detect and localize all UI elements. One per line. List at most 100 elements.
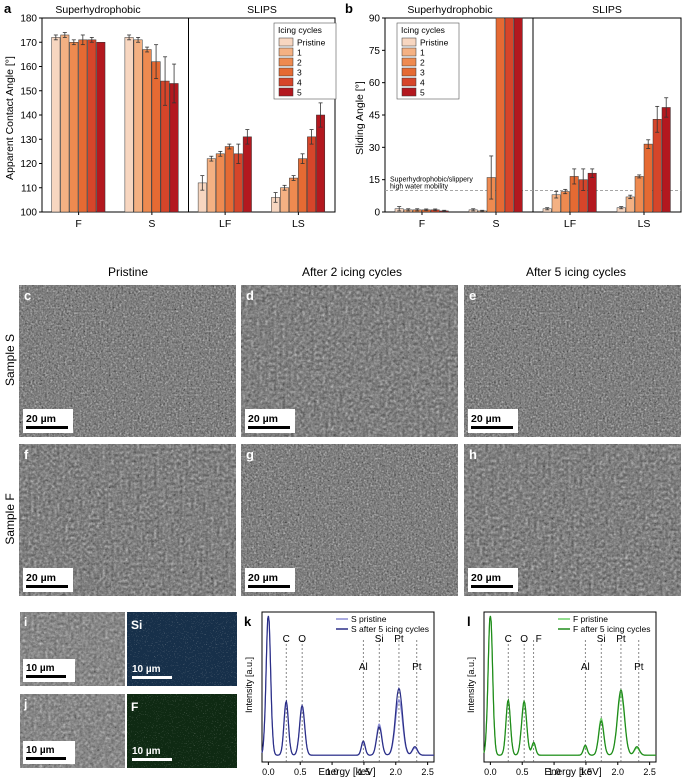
bar — [51, 37, 61, 213]
column-title-pristine: Pristine — [108, 265, 148, 279]
bar — [206, 158, 216, 213]
panel-letter: h — [469, 447, 477, 462]
x-tick-label: 2.5 — [643, 767, 656, 777]
y-tick-label: 130 — [20, 135, 37, 146]
y-axis-label: Apparent Contact Angle [°] — [4, 56, 16, 180]
legend-swatch — [278, 87, 294, 97]
legend-swatch — [278, 57, 294, 67]
bar — [69, 42, 79, 213]
y-axis-label: Sliding Angle [°] — [354, 81, 366, 155]
y-tick-label: 120 — [20, 159, 37, 170]
bar — [298, 158, 308, 213]
scale-bar-label: 20 µm — [471, 572, 501, 584]
scale-bar-label: 20 µm — [248, 413, 278, 425]
x-tick-label: 0.5 — [294, 767, 307, 777]
si-map-dots — [127, 612, 237, 686]
x-tick-label: LS — [292, 218, 305, 230]
x-tick-label: 1.0 — [326, 767, 339, 777]
sem-image-e: e 20 µm — [464, 285, 681, 437]
bar — [215, 153, 225, 213]
peak-label: Pt — [634, 662, 644, 673]
y-tick-label: 160 — [20, 62, 37, 73]
scale-bar-label: 20 µm — [26, 572, 56, 584]
y-tick-label: 110 — [21, 183, 37, 194]
legend-swatch — [278, 77, 294, 87]
legend-label: S pristine — [351, 614, 387, 624]
bar — [643, 143, 653, 213]
panel-letter-j: j — [23, 697, 27, 711]
y-tick-label: 150 — [20, 86, 37, 97]
bar — [513, 17, 523, 213]
plot-area: 100 110 120 130 140 150 160 170 180 F S LF LS Icing c… — [20, 14, 337, 230]
y-tick-label: 140 — [20, 111, 37, 122]
x-tick-label: LS — [638, 218, 651, 230]
peak-label: C — [283, 634, 290, 645]
y-tick-label: 30 — [369, 143, 381, 154]
legend-swatch — [401, 47, 417, 57]
scale-bar-j — [26, 757, 66, 760]
panel-k-edx-spectrum-s: k Intensity [a.u.] Energy [keV] 0.0 0.5 1.… — [244, 611, 435, 778]
x-tick-label: 2.5 — [421, 767, 434, 777]
legend-label: 2 — [420, 58, 425, 68]
y-tick-label: 15 — [369, 175, 381, 186]
y-tick-label: 100 — [20, 208, 37, 219]
x-tick-label: 1.5 — [358, 767, 371, 777]
bar — [242, 136, 252, 213]
bar — [280, 187, 290, 213]
legend-label: 5 — [420, 88, 425, 98]
panel-letter: b — [345, 1, 353, 16]
bar — [151, 61, 161, 213]
sem-image-grid: Pristine After 2 icing cycles After 5 ic… — [3, 265, 681, 596]
legend-swatch — [278, 67, 294, 77]
x-tick-label: S — [492, 218, 499, 230]
scale-bar — [26, 585, 68, 588]
bar — [504, 17, 514, 213]
bar — [96, 42, 106, 213]
x-tick-label: LF — [219, 218, 231, 230]
panel-letter: g — [246, 447, 254, 462]
y-tick-label: 60 — [369, 78, 381, 89]
legend-swatch — [278, 47, 294, 57]
x-axis-label: Energy [keV] — [318, 767, 375, 778]
peak-label: Pt — [394, 634, 404, 645]
x-tick-label: 0.0 — [484, 767, 497, 777]
peak-label: Si — [597, 634, 606, 645]
y-tick-label: 180 — [20, 14, 37, 25]
group-label-right: SLIPS — [247, 4, 277, 16]
bar — [307, 136, 317, 213]
panel-l-edx-spectrum-f: l Intensity [a.u.] Energy [keV] 0.0 0.5 1.… — [466, 611, 657, 778]
x-tick-label: S — [148, 218, 155, 230]
x-tick-label: 0.5 — [516, 767, 529, 777]
peak-label: O — [298, 634, 306, 645]
legend-label: 3 — [420, 68, 425, 78]
element-label-f: F — [131, 700, 138, 714]
peak-label: C — [505, 634, 512, 645]
panel-letter: c — [24, 288, 31, 303]
scale-bar-i — [26, 675, 66, 678]
bar — [289, 177, 299, 213]
legend-label: F pristine — [573, 614, 608, 624]
x-tick-label: LF — [564, 218, 576, 230]
x-tick-label: 2.0 — [612, 767, 625, 777]
bar — [316, 114, 326, 213]
legend-label: S after 5 icing cycles — [351, 624, 429, 634]
y-tick-label: 45 — [369, 111, 381, 122]
legend-swatch — [401, 67, 417, 77]
bar — [661, 107, 671, 213]
plot-area: 0.0 0.5 1.0 1.5 2.0 2.5 C O F Al Si Pt Pt F pristineF… — [483, 611, 657, 777]
sem-image-g: g 20 µm — [241, 444, 458, 596]
bar — [634, 176, 644, 213]
scale-bar-label: 20 µm — [248, 572, 278, 584]
bar — [625, 196, 635, 213]
threshold-label: Superhydrophobic/slippery — [390, 176, 473, 183]
scale-bar — [26, 426, 68, 429]
bar — [124, 37, 134, 213]
sem-image-c: c 20 µm — [19, 285, 236, 437]
y-tick-label: 90 — [369, 14, 381, 25]
peak-label: Al — [581, 662, 590, 673]
panel-letter: f — [24, 447, 29, 462]
y-tick-label: 75 — [369, 46, 381, 57]
